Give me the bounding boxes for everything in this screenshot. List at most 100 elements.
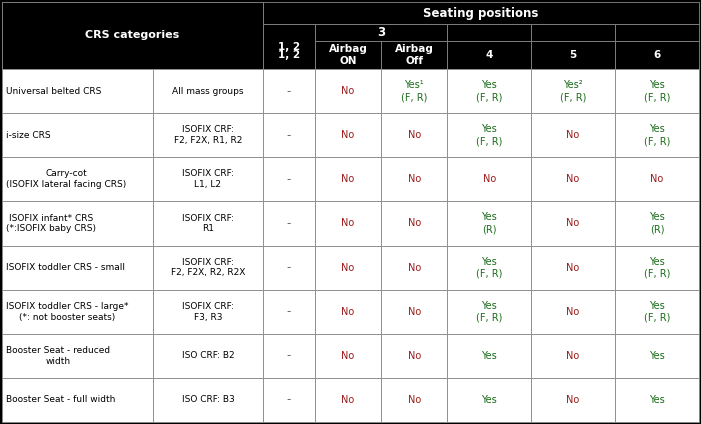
Bar xyxy=(531,24,615,41)
Bar xyxy=(315,157,381,201)
Text: -: - xyxy=(287,217,291,230)
Bar xyxy=(615,157,699,201)
Text: ISO CRF: B2: ISO CRF: B2 xyxy=(182,351,234,360)
Text: Carry-cot
(ISOFIX lateral facing CRS): Carry-cot (ISOFIX lateral facing CRS) xyxy=(6,170,126,189)
Bar xyxy=(315,24,447,41)
Bar xyxy=(531,157,615,201)
Text: ISOFIX toddler CRS - small: ISOFIX toddler CRS - small xyxy=(6,263,125,272)
Text: -: - xyxy=(287,261,291,274)
Text: Yes
(F, R): Yes (F, R) xyxy=(476,257,503,279)
Text: No: No xyxy=(407,130,421,140)
Text: -: - xyxy=(287,173,291,186)
Bar xyxy=(153,245,263,290)
Bar xyxy=(153,157,263,201)
Text: Yes
(F, R): Yes (F, R) xyxy=(476,301,503,323)
Text: -: - xyxy=(287,305,291,318)
Text: Yes¹
(F, R): Yes¹ (F, R) xyxy=(401,80,428,102)
Text: Yes²
(F, R): Yes² (F, R) xyxy=(560,80,586,102)
Bar xyxy=(615,69,699,113)
Text: Universal belted CRS: Universal belted CRS xyxy=(6,86,102,95)
Text: ISOFIX CRF:
R1: ISOFIX CRF: R1 xyxy=(182,214,234,233)
Bar xyxy=(153,378,263,422)
Bar xyxy=(263,245,315,290)
Bar xyxy=(615,378,699,422)
Bar xyxy=(315,113,381,157)
Text: Booster Seat - full width: Booster Seat - full width xyxy=(6,396,116,404)
Text: 5: 5 xyxy=(569,50,577,60)
Bar xyxy=(2,41,153,69)
Bar xyxy=(2,334,153,378)
Bar xyxy=(381,290,447,334)
Text: No: No xyxy=(566,130,580,140)
Bar xyxy=(2,69,153,113)
Text: Yes
(R): Yes (R) xyxy=(649,212,665,234)
Text: Airbag
ON: Airbag ON xyxy=(329,44,367,66)
Bar xyxy=(531,41,615,69)
Bar xyxy=(2,2,263,69)
Bar xyxy=(447,113,531,157)
Text: No: No xyxy=(341,218,355,229)
Bar xyxy=(2,245,153,290)
Text: ISOFIX CRF:
F3, R3: ISOFIX CRF: F3, R3 xyxy=(182,302,234,321)
Text: No: No xyxy=(341,395,355,405)
Text: 3: 3 xyxy=(377,26,385,39)
Bar xyxy=(381,113,447,157)
Text: Yes
(F, R): Yes (F, R) xyxy=(644,301,670,323)
Bar xyxy=(153,201,263,245)
Text: No: No xyxy=(407,395,421,405)
Text: Yes
(F, R): Yes (F, R) xyxy=(644,124,670,146)
Text: Yes: Yes xyxy=(649,351,665,361)
Text: No: No xyxy=(407,307,421,317)
Text: No: No xyxy=(566,262,580,273)
Bar xyxy=(615,24,699,41)
Bar xyxy=(315,290,381,334)
Text: Yes: Yes xyxy=(482,395,497,405)
Text: 1, 2: 1, 2 xyxy=(278,42,300,51)
Bar xyxy=(447,201,531,245)
Text: No: No xyxy=(566,351,580,361)
Text: ISOFIX CRF:
L1, L2: ISOFIX CRF: L1, L2 xyxy=(182,170,234,189)
Text: No: No xyxy=(407,351,421,361)
Bar xyxy=(2,378,153,422)
Bar xyxy=(447,378,531,422)
Bar xyxy=(531,113,615,157)
Text: ISO CRF: B3: ISO CRF: B3 xyxy=(182,396,234,404)
Bar xyxy=(615,290,699,334)
Bar xyxy=(447,290,531,334)
Bar xyxy=(315,334,381,378)
Bar xyxy=(447,69,531,113)
Text: 1, 2: 1, 2 xyxy=(278,50,300,60)
Text: ISOFIX CRF:
F2, F2X, R2, R2X: ISOFIX CRF: F2, F2X, R2, R2X xyxy=(171,258,245,277)
Bar xyxy=(153,334,263,378)
Text: No: No xyxy=(566,395,580,405)
Bar xyxy=(381,378,447,422)
Bar xyxy=(153,69,263,113)
Bar xyxy=(381,245,447,290)
Bar xyxy=(315,69,381,113)
Bar xyxy=(315,378,381,422)
Bar xyxy=(263,113,315,157)
Bar xyxy=(263,69,315,113)
Text: ISOFIX CRF:
F2, F2X, R1, R2: ISOFIX CRF: F2, F2X, R1, R2 xyxy=(174,126,242,145)
Bar xyxy=(2,290,153,334)
Bar xyxy=(2,113,153,157)
Text: ISOFIX infant* CRS
(*:ISOFIX baby CRS): ISOFIX infant* CRS (*:ISOFIX baby CRS) xyxy=(6,214,96,233)
Text: No: No xyxy=(482,174,496,184)
Text: No: No xyxy=(341,351,355,361)
Bar xyxy=(2,2,263,24)
Text: Yes: Yes xyxy=(482,351,497,361)
Bar xyxy=(381,157,447,201)
Text: Yes: Yes xyxy=(649,395,665,405)
Bar xyxy=(263,290,315,334)
Text: No: No xyxy=(566,174,580,184)
Bar xyxy=(263,378,315,422)
Bar xyxy=(531,290,615,334)
Bar xyxy=(153,41,263,69)
Bar xyxy=(263,24,315,41)
Text: No: No xyxy=(407,174,421,184)
Text: No: No xyxy=(651,174,664,184)
Bar xyxy=(381,334,447,378)
Text: Seating positions: Seating positions xyxy=(423,6,538,20)
Bar xyxy=(615,113,699,157)
Bar xyxy=(447,24,531,41)
